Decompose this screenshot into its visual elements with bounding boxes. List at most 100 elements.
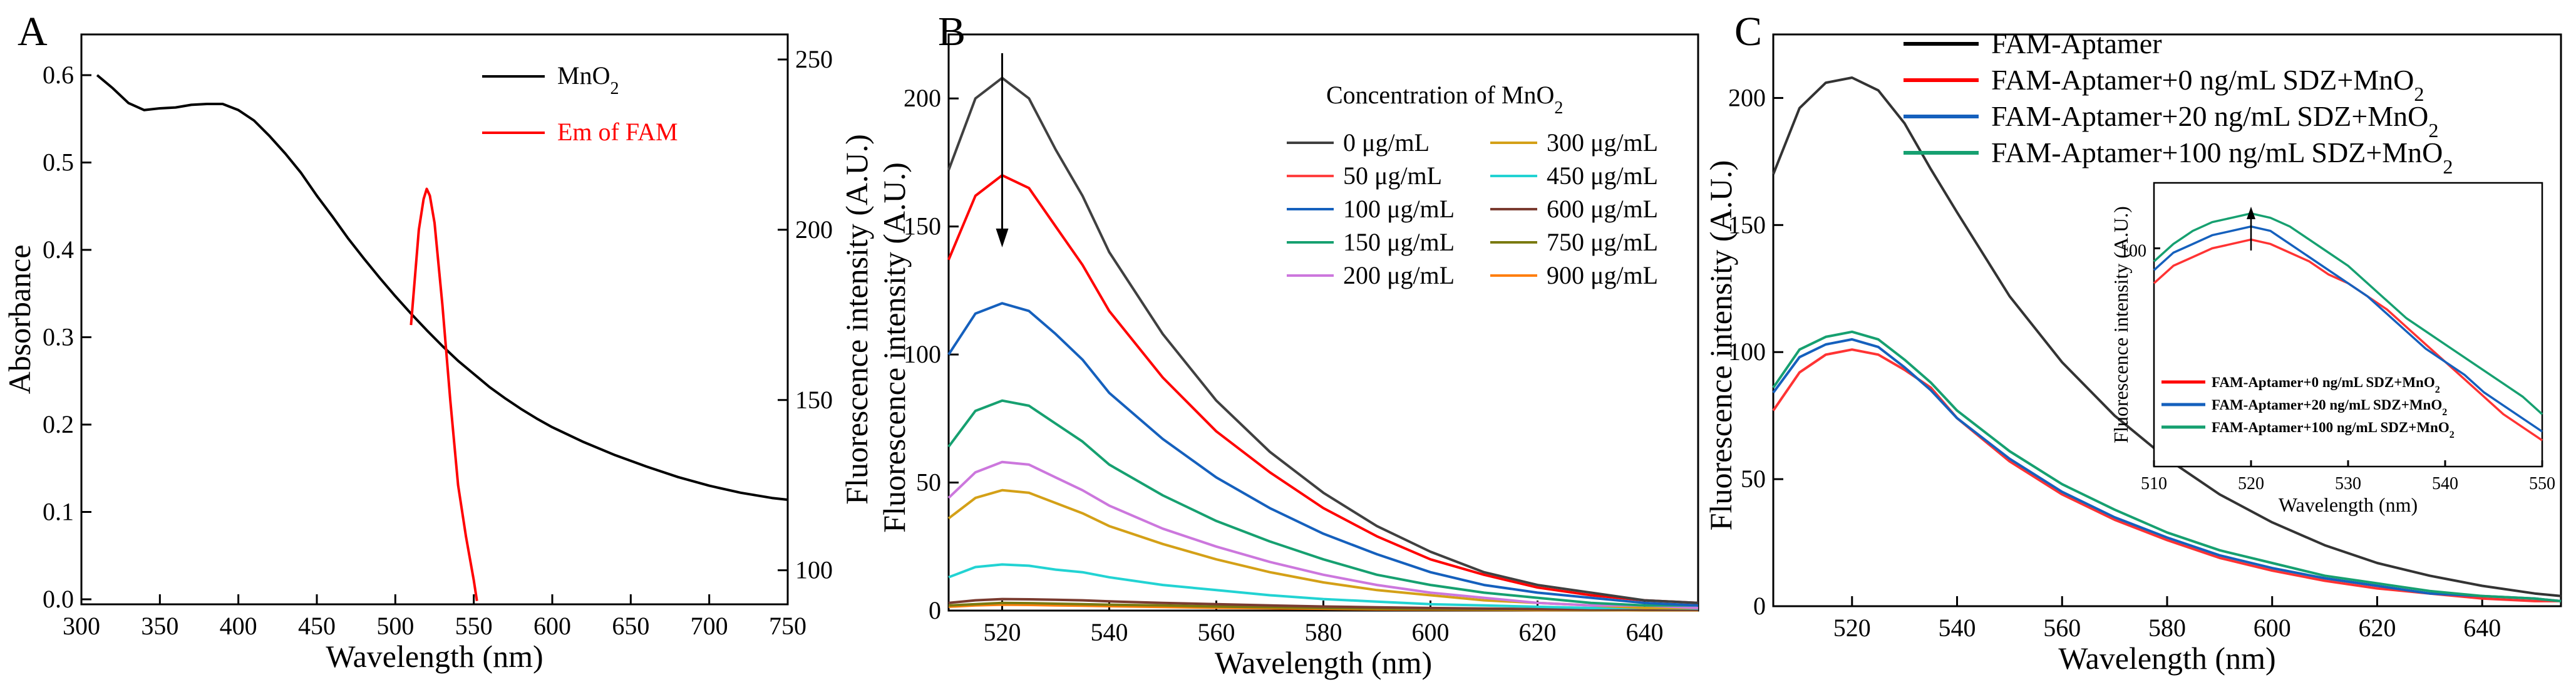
y-tick-label: 200 (1728, 83, 1766, 111)
legend-entry-c: FAM-Aptamer+100 ng/mL SDZ+MnO2 (1991, 137, 2453, 178)
series-line-c-0 (1772, 76, 2562, 597)
inset-legend-entry: FAM-Aptamer+100 ng/mL SDZ+MnO2 (2212, 420, 2455, 440)
x-tick-label: 520 (984, 618, 1021, 646)
legend-entry-c: FAM-Aptamer+0 ng/mL SDZ+MnO2 (1991, 64, 2424, 105)
legend-entry-b: 50 μg/mL (1343, 162, 1442, 190)
y-tick-label: 250 (795, 45, 833, 73)
panel-label-a: A (18, 9, 48, 54)
x-tick-label: 350 (141, 612, 178, 640)
x-tick-label: 580 (2148, 614, 2186, 642)
inset-trend-arrowhead (2247, 207, 2255, 219)
y-tick-label: 0.3 (43, 323, 74, 351)
y-tick-label: 100 (904, 340, 941, 368)
legend-entry-b: 900 μg/mL (1547, 261, 1658, 289)
series-line-c-2 (1772, 338, 2562, 602)
inset-legend-entry: FAM-Aptamer+20 ng/mL SDZ+MnO2 (2212, 397, 2447, 418)
inset-series-line-1 (2153, 225, 2543, 433)
trend-arrowhead-b (996, 229, 1009, 247)
y-tick-label: 0 (1753, 592, 1766, 620)
x-tick-label: 530 (2335, 474, 2361, 493)
x-tick-label: 600 (2254, 614, 2291, 642)
y-tick-label: 100 (795, 556, 833, 584)
series-line-c-3 (1772, 330, 2562, 602)
x-tick-label: 750 (769, 612, 806, 640)
y-tick-label: 150 (904, 212, 941, 240)
x-tick-label: 540 (1091, 618, 1128, 646)
y-tick-label: 0.6 (43, 61, 74, 89)
panel-label-c: C (1734, 9, 1762, 54)
y2-axis-label-a: Fluorescence intensity (A.U.) (839, 134, 874, 505)
legend-entry-c: FAM-Aptamer+20 ng/mL SDZ+MnO2 (1991, 100, 2439, 142)
y-tick-label: 50 (1741, 465, 1766, 493)
x-tick-label: 540 (2432, 474, 2458, 493)
legend-entry-b: 100 μg/mL (1343, 195, 1455, 223)
y-tick-label: 100 (2120, 242, 2146, 261)
x-tick-label: 550 (2529, 474, 2555, 493)
series-line-a-0 (96, 74, 788, 501)
panel-a: A 300 350 400 450 500 550 600 650 700 750 0.0 0.1 0.2… (2, 9, 874, 674)
legend-entry-b: 300 μg/mL (1547, 128, 1658, 157)
x-tick-label: 620 (2358, 614, 2396, 642)
legend-entry-b: 600 μg/mL (1547, 195, 1658, 223)
x-tick-label: 560 (2043, 614, 2081, 642)
x-tick-label: 640 (2463, 614, 2501, 642)
x-tick-label: 700 (691, 612, 728, 640)
y-tick-label: 100 (1728, 338, 1766, 366)
x-axis-label-b: Wavelength (nm) (1215, 645, 1432, 680)
y-tick-label: 200 (904, 84, 941, 112)
y-tick-label: 50 (916, 468, 941, 497)
series-line-b-7 (948, 597, 1699, 611)
y-tick-label: 200 (795, 215, 833, 244)
legend-entry-c: FAM-Aptamer (1991, 28, 2162, 59)
x-tick-label: 620 (1519, 618, 1557, 646)
plot-frame-b (947, 33, 1699, 612)
x-axis-label-a: Wavelength (nm) (326, 639, 543, 674)
series-line-b-6 (948, 563, 1699, 610)
inset-x-axis-label: Wavelength (nm) (2279, 493, 2418, 516)
series-line-b-3 (947, 399, 1698, 607)
y-tick-label: 0.5 (43, 148, 74, 177)
legend-entry-b: 200 μg/mL (1343, 261, 1455, 289)
x-tick-label: 520 (2238, 474, 2264, 493)
series-line-b-4 (947, 460, 1699, 609)
y-tick-label: 150 (795, 386, 833, 414)
x-tick-label: 540 (1939, 614, 1976, 642)
y-tick-label: 0.4 (43, 235, 74, 264)
panel-c: C 520 540 560 580 600 620 640 0 50 100 150 200 Wavele… (1703, 9, 2562, 676)
x-tick-label: 450 (298, 612, 336, 640)
panel-label-b: B (938, 9, 966, 54)
inset-plot-c: 510 520 530 540 550 100 Wavelength (nm) Fluores… (2110, 182, 2555, 516)
y-axis-label-a: Absorbance (2, 245, 37, 395)
x-axis-label-c: Wavelength (nm) (2058, 641, 2275, 676)
x-tick-label: 520 (1833, 614, 1871, 642)
inset-legend-entry: FAM-Aptamer+0 ng/mL SDZ+MnO2 (2212, 374, 2440, 395)
legend-entry-b: 750 μg/mL (1547, 228, 1658, 256)
inset-y-axis-label: Fluorescence intensity (A.U.) (2110, 206, 2132, 443)
legend-title-b: Concentration of MnO2 (1326, 81, 1563, 118)
legend-entry-a: MnO2 (557, 61, 619, 98)
x-tick-label: 500 (376, 612, 414, 640)
y-tick-label: 0.2 (43, 410, 74, 438)
series-line-b-1 (947, 173, 1699, 604)
y-axis-label-b: Fluorescence intensity (A.U.) (877, 162, 912, 533)
inset-frame (2153, 182, 2543, 468)
series-line-b-2 (947, 302, 1699, 607)
y-tick-label: 0.0 (43, 585, 74, 613)
legend-entry-b: 450 μg/mL (1547, 162, 1658, 190)
x-tick-label: 300 (63, 612, 100, 640)
x-tick-label: 640 (1626, 618, 1664, 646)
x-tick-label: 600 (1412, 618, 1450, 646)
legend-entry-b: 0 μg/mL (1343, 128, 1430, 157)
series-line-b-0 (947, 76, 1699, 604)
x-tick-label: 510 (2141, 474, 2167, 493)
x-tick-label: 580 (1305, 618, 1342, 646)
series-line-a-1 (410, 187, 478, 601)
panel-b: B 520 540 560 580 600 620 640 0 50 100 150 200 Wavele… (877, 9, 1699, 680)
inset-series-line-2 (2153, 212, 2543, 415)
plot-frame-a (80, 33, 789, 606)
x-tick-label: 400 (220, 612, 257, 640)
legend-entry-a: Em of FAM (557, 118, 678, 146)
x-tick-label: 560 (1198, 618, 1235, 646)
